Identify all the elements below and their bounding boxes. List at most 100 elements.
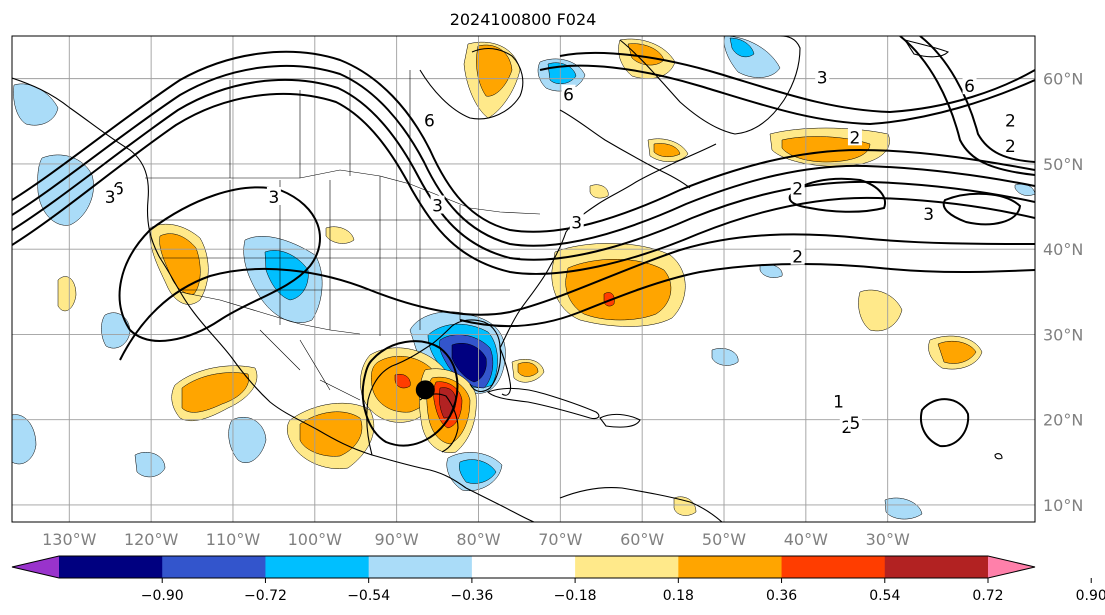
contour-mid [119, 233, 1035, 361]
contour-label: 3 [817, 69, 828, 89]
negative-region-southwest-core [264, 250, 309, 301]
contour-atlantic-closed [942, 192, 1022, 226]
contour-atlantic [459, 262, 1035, 328]
colorbar-segment [59, 556, 163, 578]
coastline-central-america [465, 487, 535, 522]
positive-region-bahamas-core [517, 362, 539, 377]
contour-label-bg [561, 84, 576, 103]
coastline-south-america [559, 486, 723, 522]
coastline-hispaniola [599, 413, 641, 428]
negative-region-canada-north-core [729, 37, 755, 58]
lon-tick-label: 100°W [288, 530, 343, 549]
lat-tick-label: 30°N [1043, 325, 1083, 344]
contour-jet-3 [12, 78, 1035, 261]
contour-low-west [118, 186, 321, 342]
lon-tick-label: 130°W [42, 530, 97, 549]
contour-label-bg [847, 412, 862, 431]
border-mexico-states [259, 329, 361, 401]
contour-label-bg [790, 246, 805, 265]
negative-region-honduras-core [459, 459, 497, 484]
contour-label: 6 [113, 179, 124, 199]
lat-tick-label: 50°N [1043, 155, 1083, 174]
colorbar-segment [678, 556, 783, 578]
contour-lines [12, 36, 1035, 448]
contour-label-bg [790, 178, 805, 197]
contour-label-bg [815, 67, 830, 86]
contour-label: 3 [571, 214, 582, 234]
contour-label: 6 [424, 111, 435, 131]
contour-north-atlantic-2 [559, 51, 1035, 114]
positive-region-baja-pacific-core [181, 372, 250, 413]
colorbar-segment [575, 556, 679, 578]
lat-tick-label: 60°N [1043, 70, 1083, 89]
contour-label-bg [1003, 110, 1018, 129]
contour-label: 5 [850, 414, 861, 434]
colorbar-outline [11, 555, 1036, 579]
contour-atlantic-small-low [788, 177, 886, 213]
contour-label-bg [831, 391, 846, 410]
colorbar-extend-low [12, 556, 59, 578]
contour-label-bg [103, 187, 118, 205]
coastline-cape-verde [994, 453, 1003, 460]
map-frame [11, 35, 1036, 523]
colorbar-segment [162, 556, 266, 578]
colorbar-tick-label: 0.18 [663, 588, 694, 604]
lat-tick-label: 40°N [1043, 240, 1083, 259]
lat-tick-label: 20°N [1043, 411, 1083, 430]
contour-label-bg [1003, 135, 1018, 154]
colorbar-segment [884, 556, 989, 578]
lon-tick-label: 60°W [620, 530, 664, 549]
coastline-hudson-bay [419, 47, 524, 120]
contour-label-bg [422, 110, 437, 129]
longitude-labels: 130°W 120°W 110°W 100°W 90°W 80°W 70°W 60°W 50°W… [42, 530, 910, 549]
contour-east-atlantic-low [920, 398, 970, 448]
contour-label: 3 [268, 188, 279, 208]
positive-region-pacific-coast [57, 276, 77, 312]
contour-label-bg [569, 212, 584, 231]
lon-tick-label: 40°W [784, 530, 828, 549]
coastline-cuba [486, 387, 600, 420]
latitude-labels: 60°N 50°N 40°N 30°N 20°N 10°N [1043, 70, 1083, 515]
contour-jet-1 [12, 50, 1035, 233]
colorbar-segment [265, 556, 370, 578]
contour-label: 6 [964, 77, 975, 97]
colorbar-tick-label: −0.72 [244, 588, 287, 604]
contour-jet-2 [12, 64, 1035, 247]
positive-region-south-caribbean [673, 496, 697, 516]
contour-east-arc-2 [919, 36, 1035, 163]
contour-storm-ring [361, 340, 459, 447]
contour-label: 1 [833, 393, 844, 413]
coastline-gulf-of-mexico [366, 319, 502, 456]
contour-label: 3 [105, 188, 116, 208]
positive-region-east-atlantic-core [937, 341, 977, 364]
storm-center-marker [415, 380, 435, 400]
colorbar-tick-label: 0.54 [869, 588, 900, 604]
border-canada-provinces [229, 70, 411, 184]
contour-label: 6 [563, 86, 574, 106]
contour-north-atlantic [539, 64, 1035, 126]
contour-label-bg [962, 76, 977, 95]
negative-region-pacific-south [228, 416, 267, 464]
contour-label-bg [430, 195, 445, 214]
colorbar-segment [471, 556, 576, 578]
anomaly-shading [12, 36, 1035, 520]
contour-label-bg [921, 204, 936, 223]
contour-jet-4 [12, 92, 1035, 275]
border-states-1 [229, 176, 461, 336]
map-title: 2024100800 F024 [450, 10, 597, 29]
colorbar-tick-label: −0.18 [554, 588, 597, 604]
positive-region-central-atlantic [858, 289, 903, 332]
negative-region-east-atlantic [884, 497, 923, 520]
positive-region-hudson-core [476, 44, 513, 97]
lon-tick-label: 70°W [538, 530, 582, 549]
colorbar [11, 555, 1036, 579]
political-borders [145, 70, 541, 401]
colorbar-labels: −0.90 −0.72 −0.54 −0.36 −0.18 0.18 0.36 0.54 0.7… [141, 578, 1105, 604]
negative-region-far-pacific [12, 414, 37, 465]
negative-region-gulf-max [451, 342, 487, 383]
lat-tick-label: 10°N [1043, 496, 1083, 515]
contour-label: 2 [850, 128, 861, 148]
contour-label: 3 [432, 197, 443, 217]
contour-label: 3 [923, 205, 934, 225]
